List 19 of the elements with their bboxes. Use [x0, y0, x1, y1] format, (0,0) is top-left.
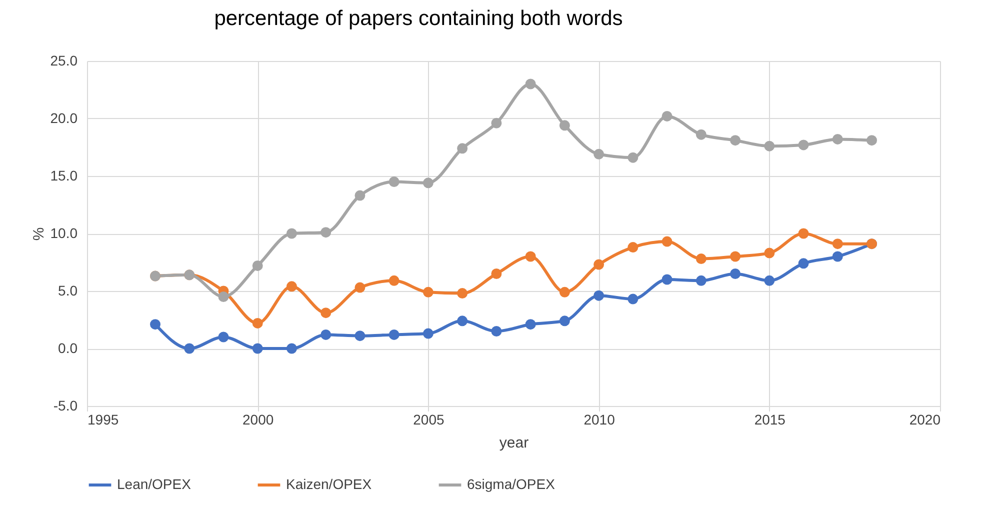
y-axis-title: %: [30, 227, 48, 241]
x-tick-label: 2020: [909, 412, 941, 428]
x-tick-label: 2015: [754, 412, 786, 428]
legend-label: Kaizen/OPEX: [286, 476, 372, 492]
x-tick-label: 2000: [242, 412, 274, 428]
x-tick-label: 2010: [584, 412, 616, 428]
y-tick-label: 20.0: [50, 110, 78, 126]
x-tick-label: 2005: [413, 412, 444, 428]
legend-label: Lean/OPEX: [117, 476, 192, 492]
y-tick-label: 10.0: [50, 225, 78, 241]
y-tick-label: 25.0: [50, 52, 78, 68]
x-axis-title: year: [499, 434, 529, 452]
legend-label: 6sigma/OPEX: [467, 476, 556, 492]
y-tick-label: 15.0: [50, 168, 78, 184]
x-tick-label: 1995: [88, 412, 119, 428]
y-tick-label: 0.0: [58, 340, 78, 356]
y-tick-label: 5.0: [58, 282, 78, 298]
chart-title: percentage of papers containing both words: [214, 7, 623, 30]
y-tick-label: -5.0: [53, 398, 78, 414]
